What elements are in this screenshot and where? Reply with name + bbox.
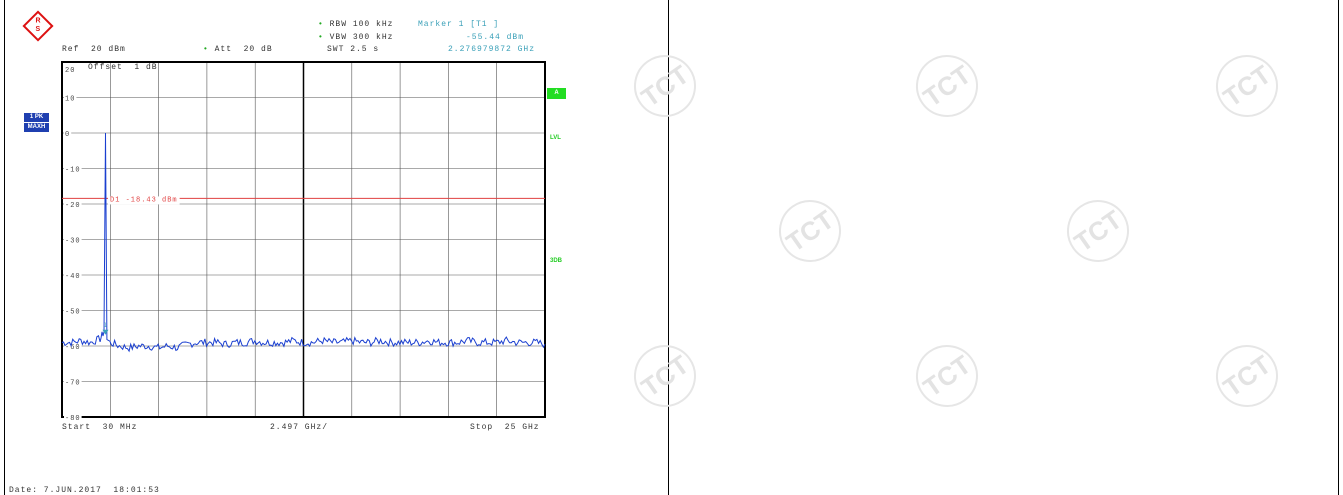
y-tick-label-bg <box>64 415 82 423</box>
3db-label: 3DB <box>550 258 563 264</box>
lvl-label: LVL <box>550 135 561 141</box>
y-tick-label: -20 <box>65 202 81 210</box>
display-line-label: D1 -18.43 dBm <box>110 196 178 204</box>
a-badge: A <box>547 88 566 99</box>
trace-maxh-badge: MAXH <box>24 123 49 132</box>
y-tick-label-bg <box>64 344 82 352</box>
y-tick-label-bg <box>64 308 82 317</box>
report-frame <box>4 0 1339 495</box>
y-tick-label: 10 <box>65 96 75 104</box>
marker-number: 1 <box>103 323 107 329</box>
y-tick-label: 0 <box>65 131 70 139</box>
y-tick-label-bg <box>64 237 82 246</box>
y-tick-label: -30 <box>65 238 81 246</box>
vbw-text: VBW 300 kHz <box>329 33 394 42</box>
date-text: Date: 7.JUN.2017 18:01:53 <box>9 486 160 495</box>
plot-border <box>61 61 546 418</box>
y-tick-label: -80 <box>65 415 81 423</box>
y-tick-label: -60 <box>65 344 81 352</box>
span-per-div: 2.497 GHz/ <box>270 423 329 432</box>
marker-frequency: 2.276979872 GHz <box>448 45 536 54</box>
attenuation: Att 20 dB <box>214 45 273 54</box>
y-tick-label: -70 <box>65 380 81 388</box>
panel-divider <box>668 0 669 495</box>
marker-triangle <box>102 329 109 335</box>
y-tick-label-bg <box>64 131 72 139</box>
y-tick-label: 20 <box>65 67 75 75</box>
y-tick-label: -10 <box>65 167 81 175</box>
trace-pk-badge: 1 PK <box>24 113 49 122</box>
marker-level: -55.44 dBm <box>466 33 525 42</box>
y-tick-label-bg <box>64 166 82 175</box>
ref-level: Ref 20 dBm <box>62 45 126 54</box>
y-tick-label: -40 <box>65 273 81 281</box>
stop-frequency: Stop 25 GHz <box>470 423 540 432</box>
display-line-label-bg <box>108 196 180 205</box>
y-tick-label-bg <box>64 95 77 104</box>
y-tick-label-bg <box>64 273 82 281</box>
y-tick-label-bg <box>64 379 82 388</box>
offset-text: Offset 1 dB <box>88 63 158 72</box>
start-frequency: Start 30 MHz <box>62 423 138 432</box>
trace-line <box>61 132 546 353</box>
y-tick-label-bg <box>64 202 82 210</box>
swt-text: SWT 2.5 s <box>327 45 380 54</box>
y-tick-label: -50 <box>65 309 81 317</box>
rbw-text: RBW 100 kHz <box>329 20 394 29</box>
marker-label: Marker 1 [T1 ] <box>418 20 500 29</box>
